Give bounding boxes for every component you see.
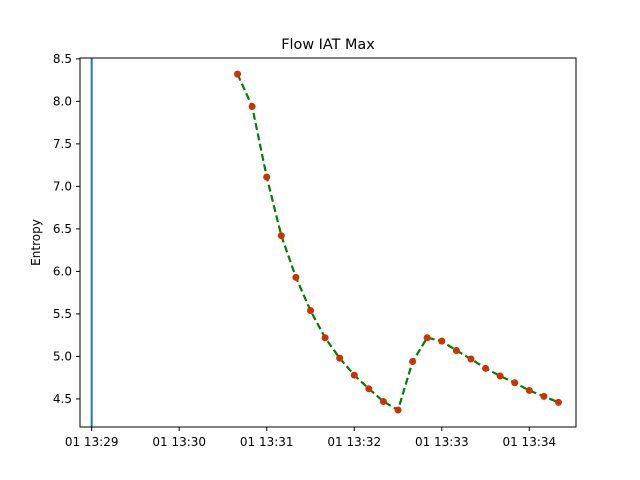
- x-tick-label: 01 13:34: [502, 435, 556, 449]
- y-tick-label: 8.5: [53, 52, 72, 66]
- y-tick-label: 7.0: [53, 180, 72, 194]
- data-point: [394, 406, 402, 414]
- y-tick-label: 5.5: [53, 307, 72, 321]
- y-tick-label: 6.0: [53, 265, 72, 279]
- data-point: [467, 355, 475, 363]
- axes-frame: [79, 57, 577, 428]
- x-tick-label: 01 13:30: [152, 435, 206, 449]
- x-tick-label: 01 13:32: [327, 435, 381, 449]
- data-point: [452, 346, 460, 354]
- data-point: [482, 364, 490, 372]
- data-point: [263, 173, 271, 181]
- y-axis-label: Entropy: [29, 219, 43, 266]
- data-point: [540, 392, 548, 400]
- data-point: [277, 232, 285, 240]
- x-tick-label: 01 13:33: [415, 435, 469, 449]
- y-tick-label: 7.5: [53, 137, 72, 151]
- data-point: [525, 386, 533, 394]
- chart-title: Flow IAT Max: [281, 37, 375, 53]
- data-point: [292, 273, 300, 281]
- data-point: [511, 379, 519, 387]
- data-point: [423, 334, 431, 342]
- data-point: [496, 372, 504, 380]
- data-point: [379, 397, 387, 405]
- y-tick-label: 4.5: [53, 392, 72, 406]
- x-axis: 01 13:29 01 13:30 01 13:31 01 13:32 01 13:33…: [65, 427, 556, 449]
- data-point: [248, 102, 256, 110]
- data-point: [350, 371, 358, 379]
- data-point: [306, 307, 314, 315]
- y-tick-label: 5.0: [53, 350, 72, 364]
- data-point: [554, 398, 562, 406]
- data-point: [234, 70, 242, 78]
- data-point: [409, 358, 417, 366]
- plot-area: [90, 58, 562, 427]
- x-tick-label: 01 13:31: [240, 435, 294, 449]
- y-tick-label: 8.0: [53, 95, 72, 109]
- x-tick-label: 01 13:29: [65, 435, 119, 449]
- y-tick-label: 6.5: [53, 222, 72, 236]
- data-point: [365, 385, 373, 393]
- data-point: [321, 334, 329, 342]
- data-point: [336, 354, 344, 362]
- y-axis: 4.5 5.0 5.5 6.0 6.5 7.0 7.5 8.0 8.5: [53, 52, 80, 406]
- data-point: [438, 337, 446, 345]
